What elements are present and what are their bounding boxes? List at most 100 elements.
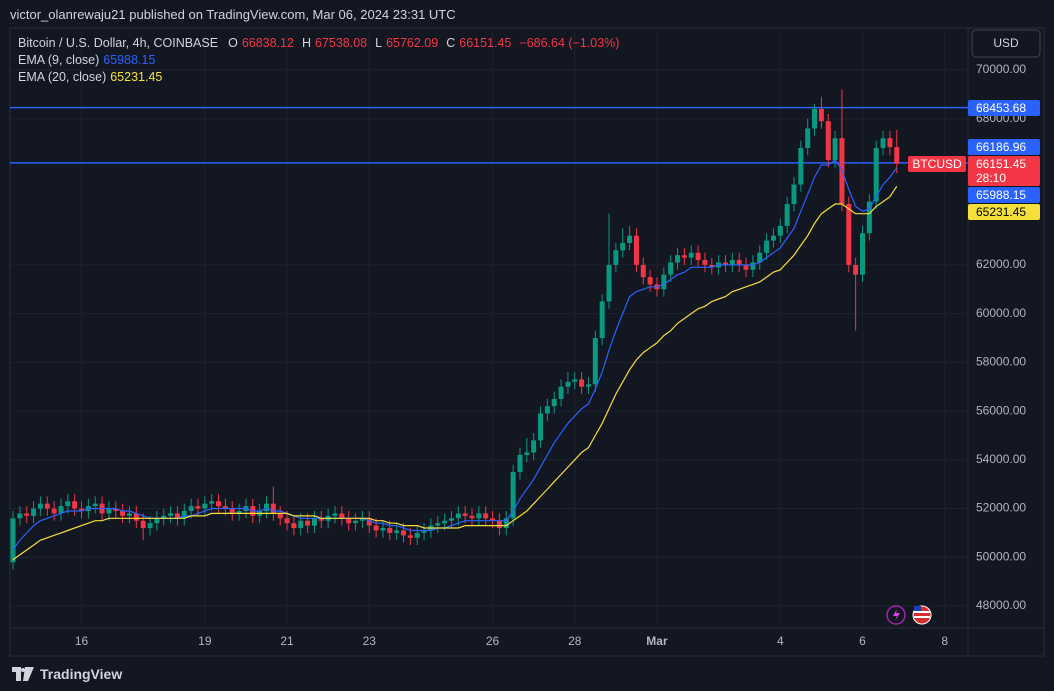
ohlc-letter: C [446,36,456,50]
ohlc-value: 67538.08 [314,36,368,50]
candle-body [592,338,598,385]
x-tick-label: 26 [486,634,500,648]
candle-body [229,508,235,514]
candle-body [510,472,516,519]
candle-body [681,255,687,258]
candle-body [373,525,379,531]
candle-body [79,508,85,511]
candle-body [538,413,544,441]
lightning [893,609,900,621]
candle-body [695,252,701,261]
indicator-value: 65231.45 [110,70,163,84]
hline-price-box [968,100,1040,116]
candle-body [627,235,633,243]
y-tick-label: 60000.00 [976,306,1026,320]
candle-body [894,147,900,164]
x-tick-label: 28 [568,634,582,648]
candle-body [579,379,585,387]
candle-body [31,508,37,516]
candle-body [72,501,78,509]
y-tick-label: 58000.00 [976,355,1026,369]
candle-body [873,147,879,202]
currency: USD [993,36,1019,50]
ohlc-value: 66151.45 [459,36,512,50]
candle-body [161,515,167,519]
candle-body [216,501,222,507]
candle-body [284,518,290,524]
candle-body [599,301,605,339]
candle-body [722,262,728,265]
candle-body [798,147,804,185]
candle-body [414,532,420,538]
candle-body [58,506,64,514]
events-icon[interactable] [886,605,906,625]
candle-body [496,520,502,529]
candle-body [668,262,674,275]
candle-body [202,503,208,509]
candle-body [154,518,160,524]
candle-body [770,235,776,241]
candle-body [791,184,797,205]
candle-body [44,503,50,509]
x-tick-label: 4 [777,634,784,648]
candle-body [544,406,550,414]
candle-body [490,518,496,521]
currency-button[interactable] [971,29,1041,58]
candle-body [448,518,454,521]
ema-price-box [968,204,1040,220]
logo [12,667,34,681]
candle-body [442,520,448,524]
candle-body [572,379,578,382]
candle-body [736,260,742,265]
candle-body [51,508,57,514]
candle-body [92,503,98,507]
ema-price-box [968,187,1040,203]
indicator-name: EMA (9, close) [18,53,100,67]
footer-text: TradingView [40,666,123,682]
candle-body [106,508,112,514]
ema-price: 65231.45 [976,205,1026,219]
ohlc-value: 66838.12 [241,36,294,50]
legend-row: EMA (20, close) 65231.45 [18,69,623,86]
ema-line [12,185,898,561]
change: −686.64 (−1.03%) [519,36,620,50]
candle-body [805,128,811,148]
candle-body [195,506,201,509]
candle-body [394,530,400,533]
y-tick-label: 54000.00 [976,452,1026,466]
candle-body [401,530,407,536]
candle-body [633,235,639,265]
candle-body [435,523,441,526]
candle-body [743,264,749,270]
candle-body [421,530,427,533]
candle-body [647,277,653,285]
y-tick-label: 70000.00 [976,62,1026,76]
candle-body [551,398,557,407]
candle-body [455,513,461,519]
candle-body [236,510,242,514]
candle-body [812,108,818,129]
legend-row: EMA (9, close) 65988.15 [18,52,623,69]
candle-body [188,506,194,511]
candle-body [846,204,852,265]
legend-row: Bitcoin / U.S. Dollar, 4h, COINBASE O 668… [18,35,623,52]
candle-body [764,240,770,253]
candle-body [476,513,482,519]
candle-body [339,513,345,519]
candle-body [880,138,886,148]
candle-body [24,513,30,516]
y-tick-label: 56000.00 [976,403,1026,417]
grid [10,28,968,628]
legend: Bitcoin / U.S. Dollar, 4h, COINBASE O 668… [18,35,623,86]
y-tick-label: 48000.00 [976,598,1026,612]
plot [10,89,968,570]
candle-body [17,513,23,519]
indicator-name: EMA (20, close) [18,70,107,84]
candle-body [380,528,386,531]
candle-body [174,513,180,519]
ohlc-letter: H [301,36,311,50]
symbol: BTCUSD [912,157,962,171]
candle-body [147,523,153,529]
candle-body [270,503,276,514]
